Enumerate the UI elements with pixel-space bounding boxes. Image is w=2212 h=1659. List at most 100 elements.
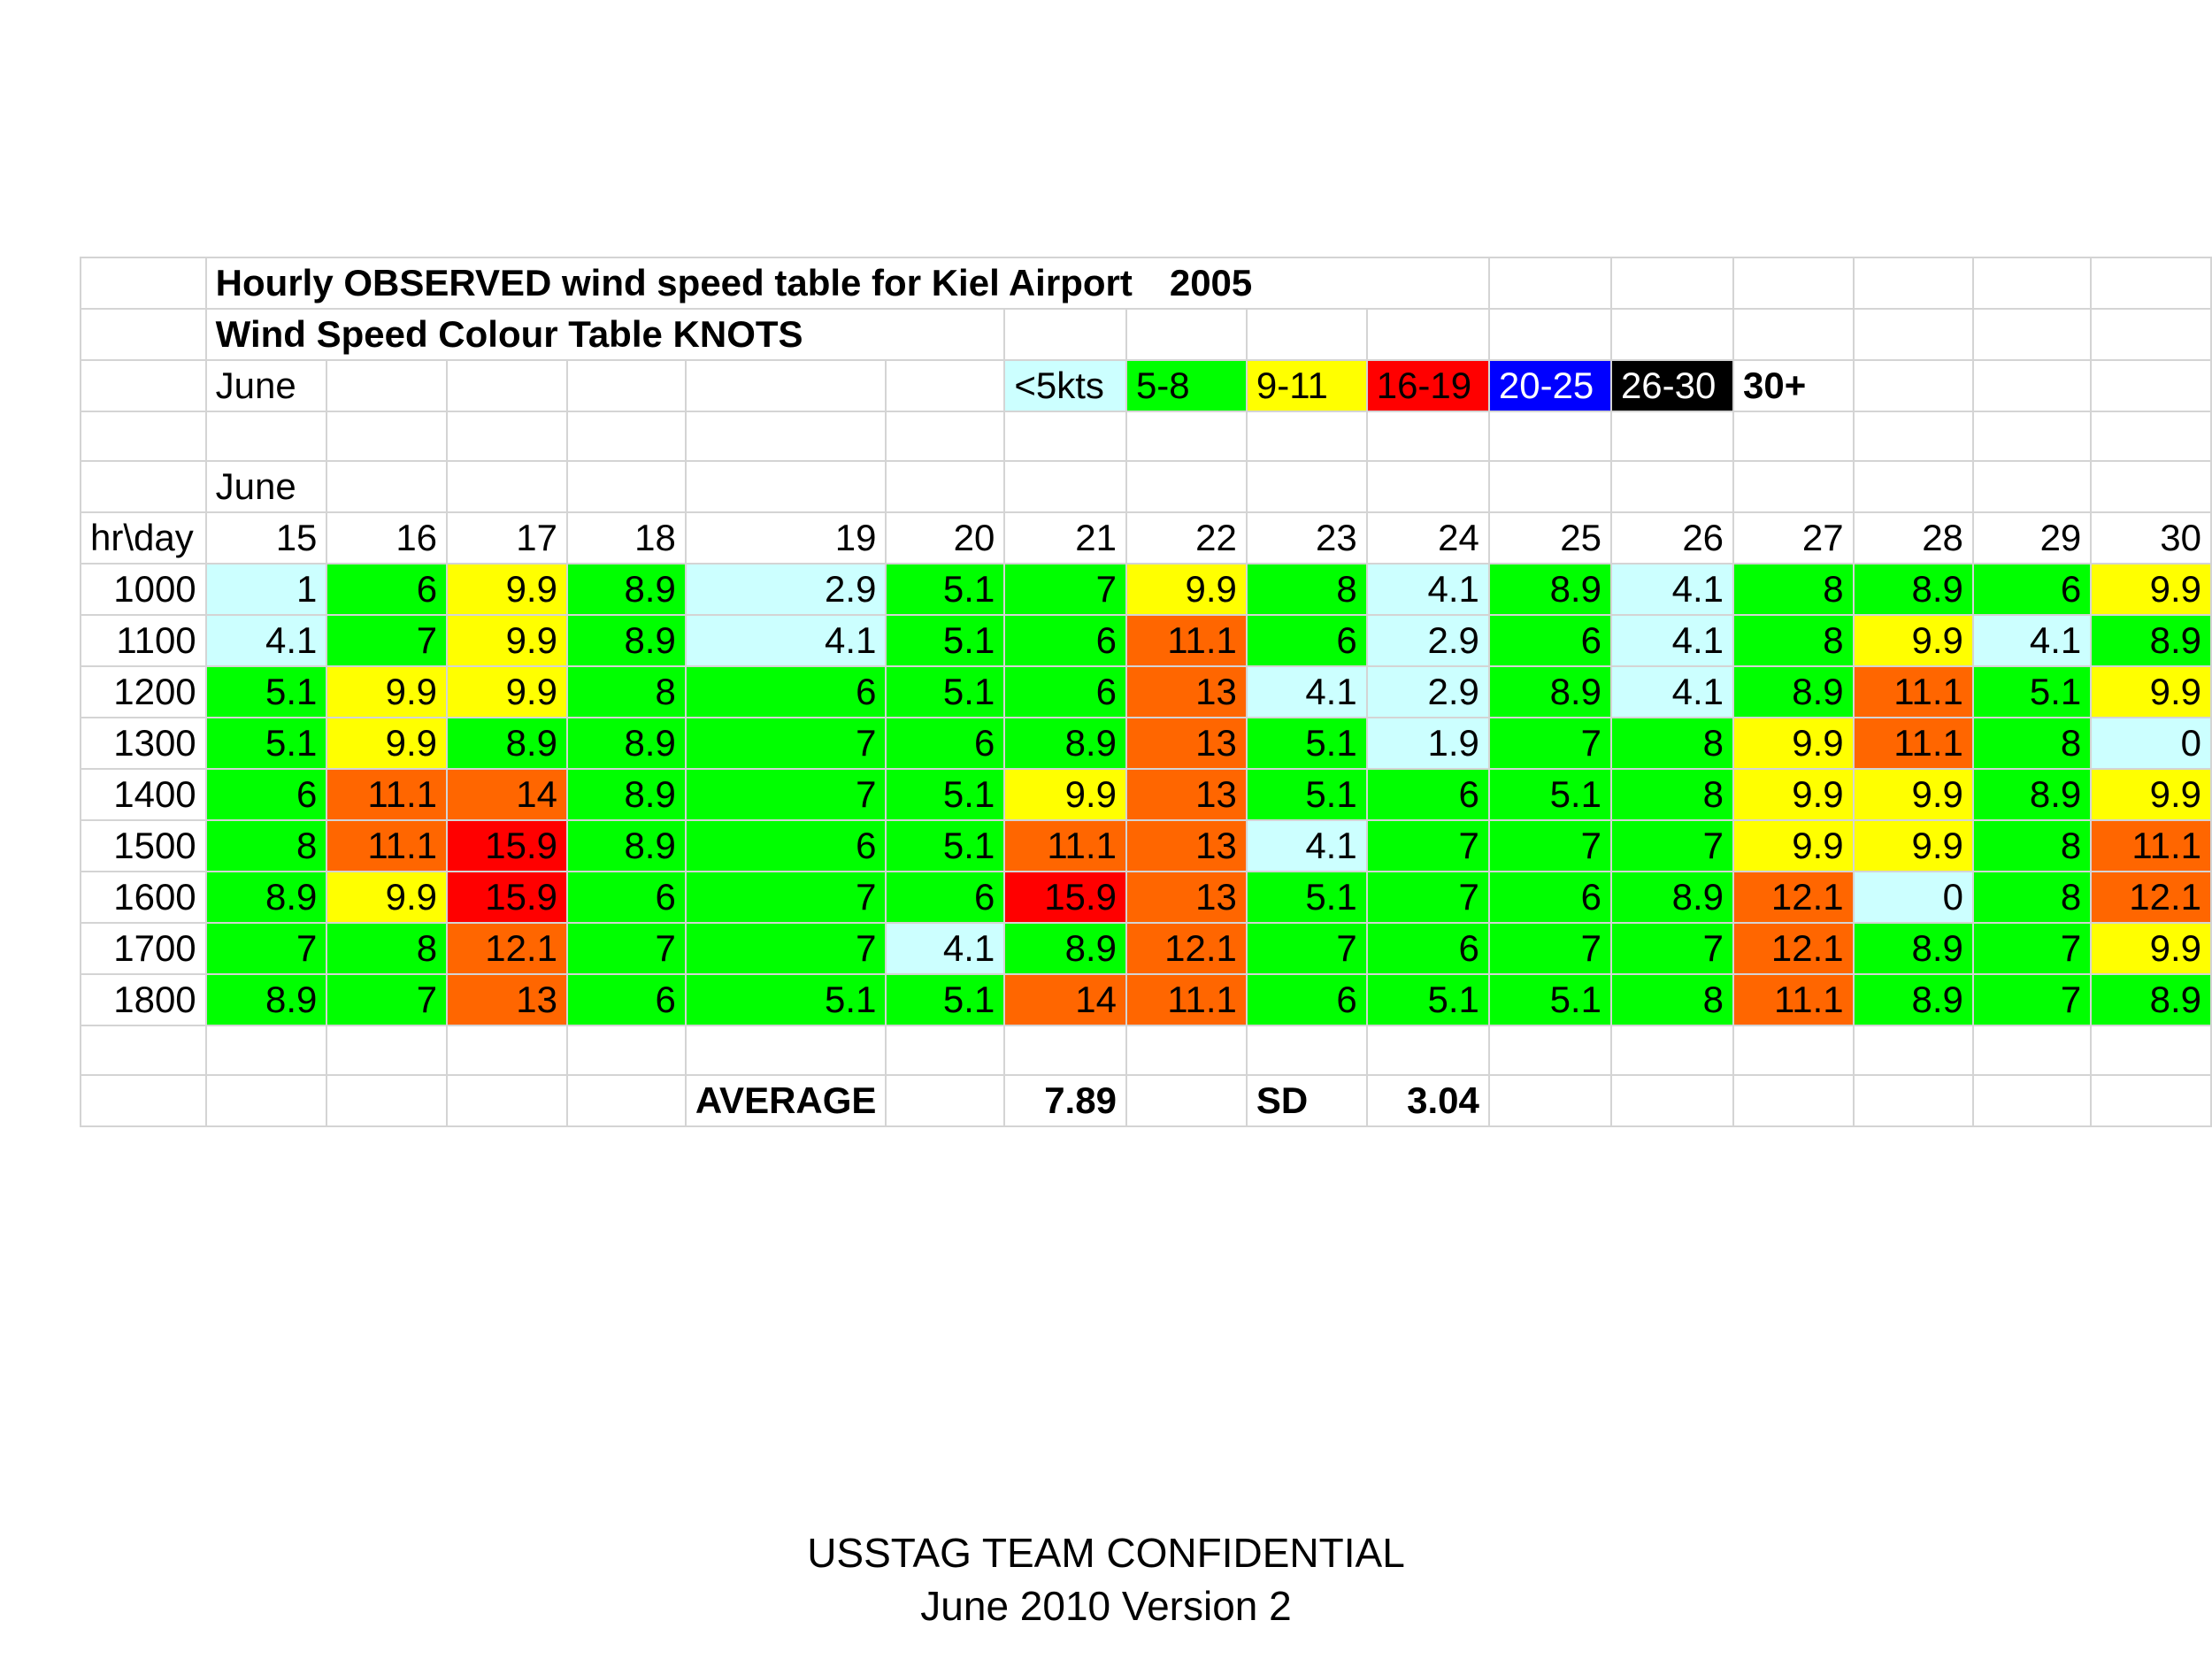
wind-value-cell: 8	[1971, 819, 2093, 872]
title-text: Hourly OBSERVED wind speed table for Kie…	[215, 262, 1133, 303]
wind-value-cell: 2.9	[1365, 614, 1490, 667]
wind-value-cell: 7	[326, 973, 449, 1026]
empty-cell	[1609, 1074, 1735, 1127]
wind-value-cell: 9.9	[2090, 922, 2212, 975]
empty-cell	[1971, 308, 2093, 361]
empty-cell	[885, 359, 1006, 412]
empty-cell	[326, 1025, 449, 1076]
average-value: 7.89	[1003, 1074, 1127, 1127]
wind-value-cell: 5.1	[885, 614, 1006, 667]
empty-cell	[446, 1074, 568, 1127]
table-row: 1300 5.1 9.9 8.9 8.9 7 6 8.9 13 5.1 1.9 7 8 9.9 11.1 8 0	[80, 717, 2212, 770]
wind-value-cell: 7	[1245, 922, 1368, 975]
empty-cell	[1487, 411, 1612, 462]
hour-label: 1800	[80, 973, 207, 1026]
wind-value-cell: 5.1	[684, 973, 887, 1026]
empty-cell	[1487, 257, 1612, 310]
wind-value-cell: 5.1	[1245, 717, 1368, 770]
wind-value-cell: 8.9	[2090, 614, 2212, 667]
wind-value-cell: 9.9	[1003, 768, 1127, 821]
empty-cell	[446, 411, 568, 462]
day-header: 20	[885, 511, 1006, 565]
wind-value-cell: 7	[204, 922, 328, 975]
wind-value-cell: 9.9	[446, 665, 568, 718]
wind-value-cell: 15.9	[446, 819, 568, 872]
wind-value-cell: 2.9	[1365, 665, 1490, 718]
wind-value-cell: 5.1	[885, 768, 1006, 821]
wind-value-cell: 8.9	[1609, 871, 1735, 924]
hour-label: 1300	[80, 717, 207, 770]
wind-value-cell: 7	[1971, 922, 2093, 975]
wind-value-cell: 8.9	[2090, 973, 2212, 1026]
empty-cell	[1852, 1074, 1974, 1127]
wind-value-cell: 1	[204, 563, 328, 616]
wind-value-cell: 9.9	[2090, 665, 2212, 718]
wind-value-cell: 9.9	[326, 717, 449, 770]
wind-value-cell: 5.1	[1487, 768, 1612, 821]
wind-value-cell: 9.9	[1732, 768, 1855, 821]
wind-value-cell: 12.1	[1125, 922, 1248, 975]
footer: USSTAG TEAM CONFIDENTIAL June 2010 Versi…	[0, 1526, 2212, 1632]
wind-value-cell: 8.9	[565, 819, 687, 872]
day-header: 15	[204, 511, 328, 565]
wind-value-cell: 0	[2090, 717, 2212, 770]
wind-value-cell: 5.1	[885, 819, 1006, 872]
empty-cell	[885, 460, 1006, 513]
wind-value-cell: 7	[1003, 563, 1127, 616]
wind-value-cell: 4.1	[1365, 563, 1490, 616]
empty-cell	[1125, 1074, 1248, 1127]
empty-cell	[565, 1025, 687, 1076]
day-header: 25	[1487, 511, 1612, 565]
wind-value-cell: 9.9	[2090, 768, 2212, 821]
wind-value-cell: 7	[684, 871, 887, 924]
wind-value-cell: 9.9	[446, 614, 568, 667]
empty-cell	[326, 460, 449, 513]
day-header: 18	[565, 511, 687, 565]
empty-cell	[446, 460, 568, 513]
wind-value-cell: 13	[1125, 768, 1248, 821]
empty-cell	[885, 1025, 1006, 1076]
wind-value-cell: 11.1	[326, 819, 449, 872]
empty-cell	[80, 308, 207, 361]
wind-value-cell: 4.1	[204, 614, 328, 667]
empty-cell	[1609, 411, 1735, 462]
day-header: 17	[446, 511, 568, 565]
empty-cell	[1609, 257, 1735, 310]
wind-value-cell: 8	[1732, 563, 1855, 616]
wind-value-cell: 8	[326, 922, 449, 975]
table-row: 1400 6 11.1 14 8.9 7 5.1 9.9 13 5.1 6 5.1 8 9.9 9.9 8.9…	[80, 768, 2212, 821]
wind-value-cell: 8.9	[1487, 665, 1612, 718]
wind-value-cell: 8.9	[1852, 563, 1974, 616]
empty-cell	[2090, 460, 2212, 513]
wind-value-cell: 9.9	[2090, 563, 2212, 616]
empty-cell	[684, 411, 887, 462]
wind-value-cell: 5.1	[885, 665, 1006, 718]
empty-cell	[1732, 1025, 1855, 1076]
wind-value-cell: 7	[684, 717, 887, 770]
wind-value-cell: 5.1	[885, 973, 1006, 1026]
wind-value-cell: 8.9	[565, 614, 687, 667]
empty-cell	[326, 359, 449, 412]
day-header: 30	[2090, 511, 2212, 565]
table-row: 1200 5.1 9.9 9.9 8 6 5.1 6 13 4.1 2.9 8.9 4.1 8.9 11.1…	[80, 665, 2212, 718]
wind-value-cell: 6	[565, 973, 687, 1026]
table-row: 1700 7 8 12.1 7 7 4.1 8.9 12.1 7 6 7 7 12.1 8.9 7 9.9	[80, 922, 2212, 975]
wind-value-cell: 8.9	[204, 871, 328, 924]
wind-value-cell: 8.9	[1732, 665, 1855, 718]
empty-cell	[1125, 460, 1248, 513]
wind-value-cell: 7	[1487, 922, 1612, 975]
empty-cell	[684, 359, 887, 412]
wind-value-cell: 9.9	[1125, 563, 1248, 616]
wind-value-cell: 15.9	[446, 871, 568, 924]
wind-value-cell: 5.1	[885, 563, 1006, 616]
wind-value-cell: 7	[565, 922, 687, 975]
hour-label: 1700	[80, 922, 207, 975]
wind-value-cell: 8	[1609, 768, 1735, 821]
wind-value-cell: 8	[1245, 563, 1368, 616]
empty-cell	[1732, 1074, 1855, 1127]
empty-cell	[1852, 411, 1974, 462]
wind-value-cell: 13	[1125, 871, 1248, 924]
legend-swatch: 26-30	[1609, 359, 1735, 412]
wind-value-cell: 13	[1125, 717, 1248, 770]
empty-cell	[80, 1074, 207, 1127]
